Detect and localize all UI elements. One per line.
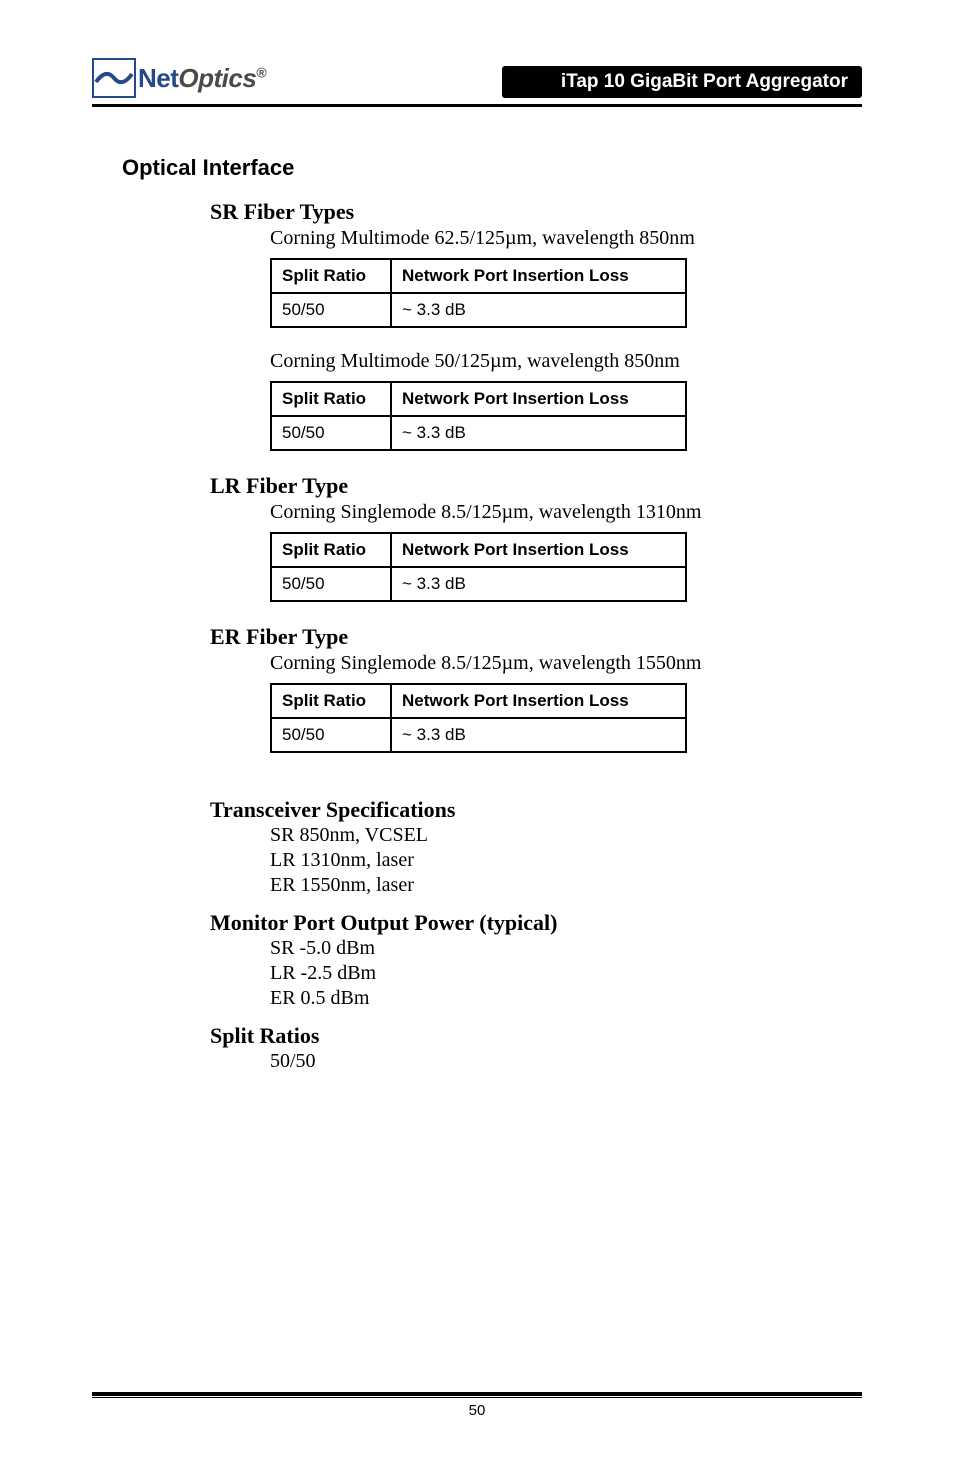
th-insertion-loss: Network Port Insertion Loss [391,684,686,718]
td-split-ratio: 50/50 [271,293,391,327]
th-split-ratio: Split Ratio [271,382,391,416]
logo-net: Net [138,63,178,93]
th-split-ratio: Split Ratio [271,684,391,718]
td-insertion-loss: ~ 3.3 dB [391,416,686,450]
section-optical-interface: Optical Interface [122,155,862,181]
split-ratios-item: 50/50 [270,1049,862,1074]
lr-desc: Corning Singlemode 8.5/125µm, wavelength… [270,501,862,524]
lr-heading: LR Fiber Type [210,473,862,499]
content: Optical Interface SR Fiber Types Corning… [92,107,862,1074]
table-row: Split Ratio Network Port Insertion Loss [271,382,686,416]
table-row: Split Ratio Network Port Insertion Loss [271,259,686,293]
sr-table-0: Split Ratio Network Port Insertion Loss … [270,258,687,328]
td-split-ratio: 50/50 [271,567,391,601]
table-row: 50/50 ~ 3.3 dB [271,416,686,450]
footer: 50 [92,1392,862,1419]
transceiver-item: SR 850nm, VCSEL [270,823,862,848]
td-insertion-loss: ~ 3.3 dB [391,293,686,327]
monitor-item: LR -2.5 dBm [270,961,862,986]
er-table: Split Ratio Network Port Insertion Loss … [270,683,687,753]
th-split-ratio: Split Ratio [271,259,391,293]
er-heading: ER Fiber Type [210,624,862,650]
sr-desc-1: Corning Multimode 50/125µm, wavelength 8… [270,350,862,373]
monitor-item: ER 0.5 dBm [270,986,862,1011]
th-insertion-loss: Network Port Insertion Loss [391,382,686,416]
transceiver-item: LR 1310nm, laser [270,848,862,873]
table-row: 50/50 ~ 3.3 dB [271,567,686,601]
logo-optics: Optics [178,63,256,93]
logo: NetOptics® [92,58,266,98]
logo-reg: ® [256,64,266,80]
td-split-ratio: 50/50 [271,416,391,450]
sr-desc-0: Corning Multimode 62.5/125µm, wavelength… [270,227,862,250]
logo-text: NetOptics® [138,63,266,94]
header: NetOptics® iTap 10 GigaBit Port Aggregat… [92,58,862,107]
page-title: iTap 10 GigaBit Port Aggregator [502,66,862,98]
footer-rule [92,1392,862,1398]
td-insertion-loss: ~ 3.3 dB [391,567,686,601]
table-row: Split Ratio Network Port Insertion Loss [271,684,686,718]
transceiver-heading: Transceiver Specifications [210,797,862,823]
page-number: 50 [92,1402,862,1419]
transceiver-item: ER 1550nm, laser [270,873,862,898]
th-split-ratio: Split Ratio [271,533,391,567]
er-desc: Corning Singlemode 8.5/125µm, wavelength… [270,652,862,675]
table-row: 50/50 ~ 3.3 dB [271,293,686,327]
table-row: 50/50 ~ 3.3 dB [271,718,686,752]
monitor-heading: Monitor Port Output Power (typical) [210,910,862,936]
td-insertion-loss: ~ 3.3 dB [391,718,686,752]
lr-table: Split Ratio Network Port Insertion Loss … [270,532,687,602]
table-row: Split Ratio Network Port Insertion Loss [271,533,686,567]
sr-table-1: Split Ratio Network Port Insertion Loss … [270,381,687,451]
td-split-ratio: 50/50 [271,718,391,752]
split-ratios-heading: Split Ratios [210,1023,862,1049]
monitor-item: SR -5.0 dBm [270,936,862,961]
logo-mark-icon [92,58,136,98]
th-insertion-loss: Network Port Insertion Loss [391,259,686,293]
sr-heading: SR Fiber Types [210,199,862,225]
th-insertion-loss: Network Port Insertion Loss [391,533,686,567]
